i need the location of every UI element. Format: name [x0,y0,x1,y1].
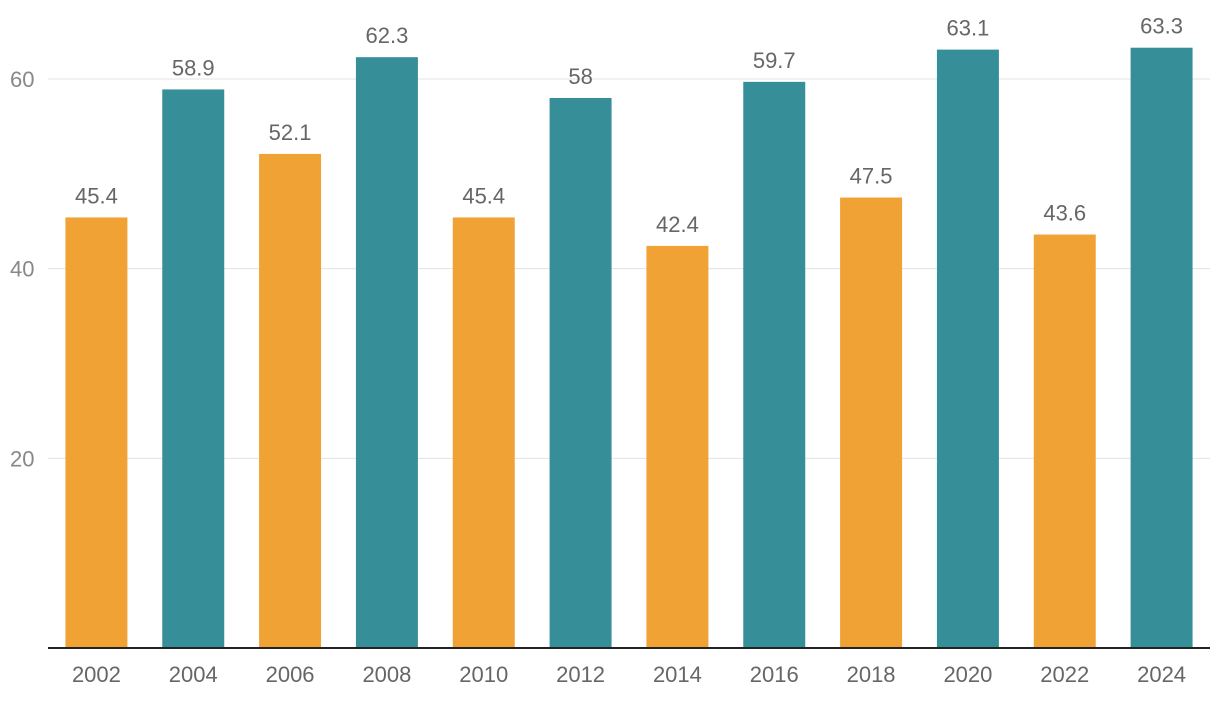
data-label-2002: 45.4 [75,183,118,208]
x-tick-label-2006: 2006 [266,662,315,687]
data-label-2022: 43.6 [1043,201,1086,226]
bar-2002 [65,217,128,648]
x-axis-ticks: 2002 2004 2006 2008 2010 2012 2014 2016 2018 2020… [72,662,1186,687]
data-label-2020: 63.1 [947,16,990,41]
y-axis-ticks: 20 40 60 [10,67,34,471]
x-tick-label-2024: 2024 [1137,662,1186,687]
x-tick-label-2010: 2010 [459,662,508,687]
x-tick-label-2002: 2002 [72,662,121,687]
bar-2010 [452,217,515,648]
y-tick-label: 60 [10,67,34,92]
bar-2006 [259,153,322,648]
bar-2022 [1033,234,1096,648]
bar-2012 [549,97,612,648]
data-labels: 45.4 58.9 52.1 62.3 45.4 58 42.4 59.7 47.5 63.1 43… [75,14,1183,237]
x-tick-label-2004: 2004 [169,662,218,687]
x-tick-label-2022: 2022 [1040,662,1089,687]
bar-2024 [1130,47,1193,648]
y-tick-label: 40 [10,257,34,282]
data-label-2024: 63.3 [1140,14,1183,39]
data-label-2010: 45.4 [462,183,505,208]
x-tick-label-2020: 2020 [943,662,992,687]
bar-2018 [840,197,903,648]
bar-2020 [936,49,999,648]
x-tick-label-2014: 2014 [653,662,702,687]
data-label-2004: 58.9 [172,55,215,80]
data-label-2006: 52.1 [269,120,312,145]
x-tick-label-2012: 2012 [556,662,605,687]
bar-2016 [743,81,806,649]
data-label-2014: 42.4 [656,212,699,237]
bar-2004 [162,89,225,649]
data-label-2012: 58 [568,64,592,89]
bars [65,47,1193,649]
bar-2008 [355,57,418,648]
x-tick-label-2008: 2008 [362,662,411,687]
data-label-2018: 47.5 [850,164,893,189]
data-label-2016: 59.7 [753,48,796,73]
bar-2014 [646,245,709,648]
x-tick-label-2018: 2018 [847,662,896,687]
data-label-2008: 62.3 [366,23,409,48]
x-tick-label-2016: 2016 [750,662,799,687]
gridlines [48,78,1210,459]
y-tick-label: 20 [10,446,34,471]
